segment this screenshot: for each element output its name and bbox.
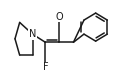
- Text: N: N: [29, 29, 36, 39]
- Text: F: F: [43, 62, 48, 72]
- Text: O: O: [56, 12, 63, 22]
